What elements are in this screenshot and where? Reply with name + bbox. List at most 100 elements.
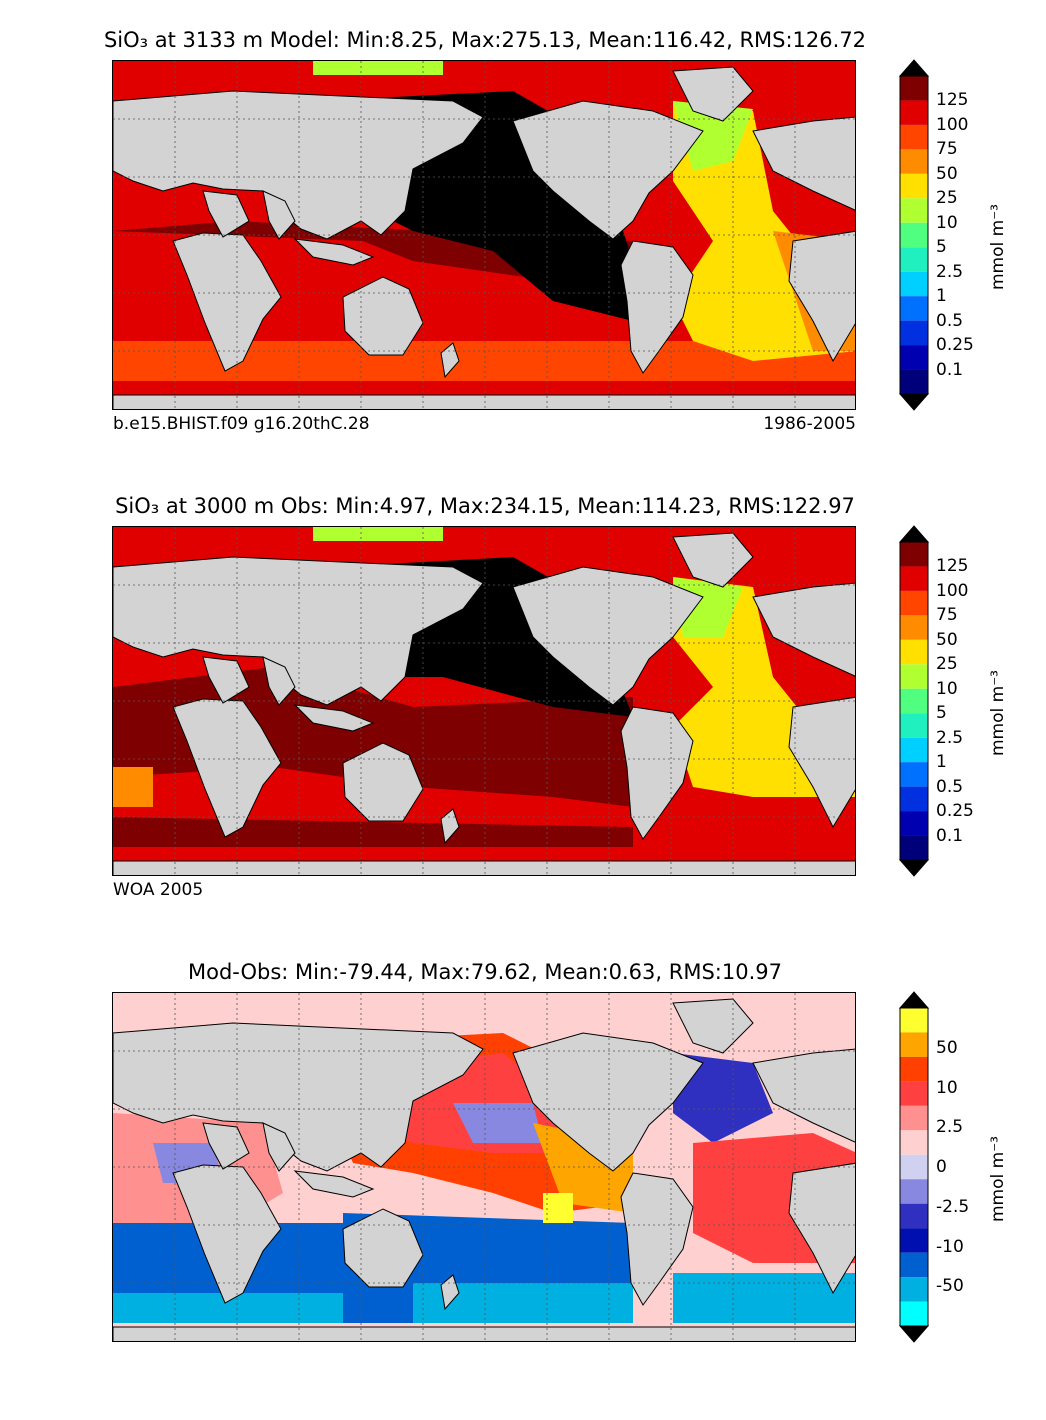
colorbar-segment [900,247,928,272]
colorbar-extend-top [898,525,930,543]
colorbar-segment [900,1154,928,1180]
colorbar-tick-label: 5 [936,703,947,724]
colorbar-segment [900,1130,928,1155]
graticule [113,61,855,409]
land-indonesia [293,704,375,732]
obs-title: SiO₃ at 3000 m Obs: Min:4.97, Max:234.15… [115,494,855,518]
graticule [113,993,855,1341]
obs-colorbar-unit: mmol m⁻³ [988,670,1008,756]
model-colorbar-unit: mmol m⁻³ [988,204,1008,290]
land-india [262,656,296,706]
model-colorbar-svg [898,59,930,411]
colorbar-tick-label: -10 [936,1236,964,1257]
diff-panel: Mod-Obs: Min:-79.44, Max:79.62, Mean:0.6… [0,960,1046,1420]
colorbar-tick-label: 100 [936,114,969,135]
colorbar-tick-label: 75 [936,605,958,626]
land-indonesia [293,238,375,266]
colorbar-extend-top [898,59,930,77]
colorbar-segment [900,124,928,150]
colorbar-tick-label: 75 [936,139,958,160]
colorbar-segment [900,100,928,125]
colorbar-segment [900,664,928,689]
land-antarctica [113,1326,855,1341]
colorbar-segment [900,173,928,199]
colorbar-frame [899,541,929,861]
colorbar-tick-label: 5 [936,237,947,258]
colorbar-tick-label: 1 [936,286,947,307]
colorbar-tick-label: 50 [936,163,958,184]
model-title: SiO₃ at 3133 m Model: Min:8.25, Max:275.… [103,28,867,52]
ocean-region [113,1293,343,1323]
land-africa [172,232,282,372]
land-africa2 [788,1162,855,1295]
land-namerica [512,1032,704,1172]
land-namerica [512,566,704,706]
colorbar-tick-label: 25 [936,188,958,209]
graticule [113,527,855,875]
model-map-svg [113,61,855,409]
land-eurasia [113,90,484,240]
obs-map [112,526,856,876]
colorbar-tick-label: 0.25 [936,801,974,822]
land-indonesia [293,1170,375,1198]
colorbar-segment [900,835,928,860]
land-australia [342,276,424,356]
colorbar-segment [900,713,928,738]
colorbar-segment [900,542,928,567]
obs-colorbar [898,525,930,877]
land-europe [752,116,855,211]
colorbar-tick-label: 0.5 [936,776,964,797]
colorbar-segment [900,1105,928,1131]
colorbar-tick-label: 2.5 [936,1117,964,1138]
colorbar-segment [900,271,928,297]
ocean-region [673,1053,773,1143]
colorbar-tick-label: 50 [936,1037,958,1058]
land-africa2 [788,230,855,363]
colorbar-segment [900,1032,928,1057]
colorbar-segment [900,590,928,616]
ocean-region [313,61,443,75]
land-eurasia [113,1022,484,1172]
colorbar-segment [900,149,928,174]
land-antarctica [113,394,855,409]
model-map [112,60,856,410]
diff-map [112,992,856,1342]
land-india [262,1122,296,1172]
colorbar-segment [900,296,928,321]
colorbar-tick-label: 0.1 [936,825,964,846]
colorbar-segment [900,811,928,836]
land-namerica [512,100,704,240]
colorbar-tick-label: 125 [936,556,969,577]
land-newzealand [440,808,460,845]
land-africa [172,1164,282,1304]
diff-colorbar [898,991,930,1343]
land-europe [752,582,855,677]
ocean-region [113,767,153,807]
colorbar-segment [900,1056,928,1082]
diff-colorbar-svg [898,991,930,1343]
colorbar-tick-label: 100 [936,580,969,601]
diff-colorbar-unit: mmol m⁻³ [988,1136,1008,1222]
colorbar-extend-bottom [898,393,930,411]
diff-title: Mod-Obs: Min:-79.44, Max:79.62, Mean:0.6… [188,960,782,984]
colorbar-segment [900,615,928,640]
colorbar-segment [900,1179,928,1204]
land-africa2 [788,696,855,829]
land-newzealand [440,1274,460,1311]
colorbar-extend-bottom [898,1325,930,1343]
land-arabia [202,190,250,238]
colorbar-tick-label: 2.5 [936,727,964,748]
colorbar-segment [900,198,928,223]
land-australia [342,1208,424,1288]
colorbar-segment [900,737,928,763]
land-samerica [620,240,694,374]
land-antarctica [113,860,855,875]
colorbar-tick-label: 1 [936,752,947,773]
land-samerica [620,1172,694,1306]
colorbar-segment [900,762,928,787]
colorbar-segment [900,1081,928,1106]
colorbar-segment [900,566,928,591]
colorbar-segment [900,345,928,370]
land-arabia [202,1122,250,1170]
land-masses [113,66,855,409]
